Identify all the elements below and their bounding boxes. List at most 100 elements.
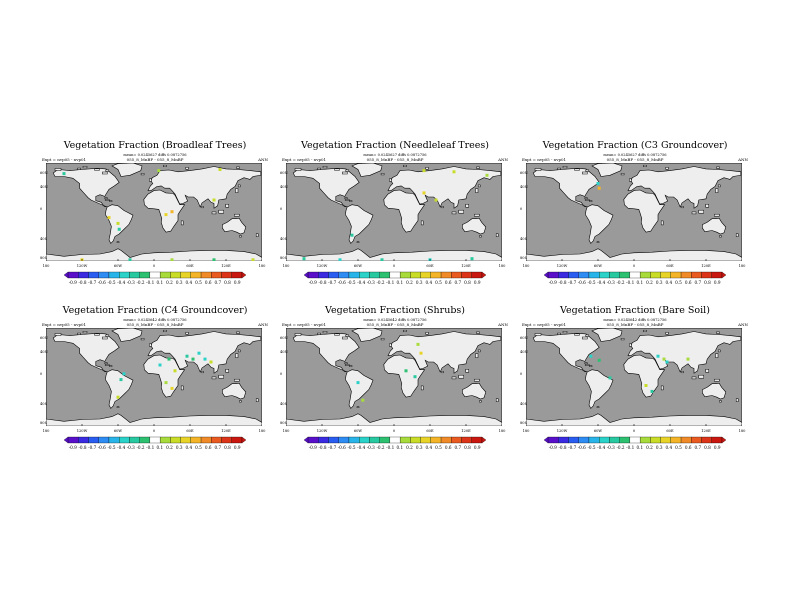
colorbar-swatch: [691, 436, 702, 444]
colorbar-label: -0.1: [386, 445, 394, 450]
island-20: [239, 400, 242, 403]
colorbar-label: 0.6: [205, 445, 212, 450]
experiment-label: Expt = nvp05 - nvp01: [522, 157, 567, 162]
anomaly-cell: [116, 395, 120, 399]
land-mass-0: [52, 167, 120, 208]
colorbar-swatch: [200, 271, 212, 279]
island-0: [294, 168, 302, 171]
island-13: [451, 211, 457, 215]
map-plot: 60N 40N 0 40S 80S: [520, 328, 742, 426]
colorbar: -0.9 -0.8 -0.7 -0.6 -0.5 -0.4 -0.3 -0.2 -0.1 0.1 0…: [303, 436, 487, 450]
island-0: [534, 168, 542, 171]
land-mass-2: [585, 204, 614, 244]
colorbar-swatch: [129, 271, 140, 279]
lat-label: 40S: [40, 402, 48, 406]
colorbar-label: -0.2: [376, 280, 384, 285]
lon-label: 180: [258, 429, 266, 433]
colorbar-swatch: [609, 271, 620, 279]
lat-label: 60N: [520, 336, 528, 340]
colorbar-label: -0.6: [98, 445, 106, 450]
lon-label: 60E: [666, 429, 674, 433]
island-17: [441, 371, 444, 374]
colorbar-label: -0.4: [597, 280, 605, 285]
island-13: [451, 376, 457, 380]
colorbar-label: 0.7: [454, 445, 461, 450]
island-20: [479, 400, 482, 403]
colorbar-swatch: [588, 436, 600, 444]
land-mass-2: [345, 369, 374, 409]
lon-label: 180: [498, 264, 506, 268]
colorbar-swatch: [629, 271, 641, 279]
anomaly-cell: [197, 351, 201, 355]
island-6: [380, 173, 385, 176]
lat-label: 40S: [280, 237, 288, 241]
colorbar-swatch: [108, 271, 120, 279]
island-20: [479, 235, 482, 238]
colorbar-swatch: [328, 271, 339, 279]
colorbar-swatch: [568, 271, 579, 279]
lon-label: 180: [282, 429, 290, 433]
island-4: [345, 169, 349, 172]
world-map: [46, 163, 262, 261]
colorbar-label: -0.7: [88, 280, 96, 285]
colorbar-swatch: [680, 436, 692, 444]
island-22: [425, 167, 429, 170]
colorbar-label: -0.1: [626, 280, 634, 285]
land-mass-3: [627, 166, 742, 209]
anomaly-cell: [122, 372, 126, 376]
colorbar-label: -0.3: [607, 445, 615, 450]
colorbar-swatch: [98, 436, 110, 444]
island-0: [54, 168, 62, 171]
land-mass-6: [46, 248, 262, 261]
land-mass-2: [585, 369, 614, 409]
lon-label: 0: [632, 429, 636, 433]
colorbar-swatch: [159, 271, 171, 279]
experiment-label: Expt = nvp05 - nvp01: [522, 322, 567, 327]
colorbar-min-arrow: [543, 436, 549, 444]
colorbar-label: -0.8: [78, 445, 86, 450]
island-14: [705, 369, 709, 373]
colorbar-label: 0.1: [156, 445, 163, 450]
map-panel: Vegetation Fraction (C3 Groundcover) mea…: [520, 140, 750, 300]
world-map: [46, 328, 262, 426]
colorbar-swatch: [67, 271, 79, 279]
experiment-label: Expt = nvp05 - nvp01: [42, 157, 87, 162]
colorbar-label: 0.1: [636, 445, 643, 450]
island-19: [596, 406, 600, 408]
land-mass-5: [222, 382, 247, 400]
island-18: [255, 233, 259, 237]
island-6: [140, 338, 145, 341]
colorbar-label: 0.7: [694, 280, 701, 285]
colorbar-label: -0.1: [386, 280, 394, 285]
colorbar-label: -0.9: [69, 280, 77, 285]
colorbar-swatch: [547, 271, 559, 279]
colorbar-swatch: [190, 271, 202, 279]
colorbar-swatch: [558, 271, 569, 279]
anomaly-cell: [589, 354, 593, 358]
anomaly-cell: [157, 169, 161, 173]
colorbar-max-arrow: [241, 436, 247, 444]
island-16: [717, 184, 721, 188]
colorbar-label: 0.9: [714, 280, 721, 285]
colorbar-swatch: [108, 436, 120, 444]
colorbar-label: 0.4: [425, 445, 432, 450]
island-17: [441, 206, 444, 209]
island-12: [458, 209, 464, 214]
island-16: [717, 349, 721, 353]
island-7: [149, 343, 152, 347]
colorbar-label: -0.9: [309, 445, 317, 450]
colorbar-label: -0.3: [607, 280, 615, 285]
anomaly-cell: [665, 360, 669, 364]
map-plot: 60N 40N 0 40S 80S: [280, 163, 502, 261]
colorbar-label: -0.3: [367, 280, 375, 285]
lon-label: 180: [522, 429, 530, 433]
panel-title: Vegetation Fraction (Shrubs): [325, 305, 465, 316]
anomaly-cell: [422, 191, 426, 195]
lon-label: 120W: [556, 264, 568, 268]
island-4: [105, 169, 109, 172]
island-2: [334, 333, 340, 336]
island-8: [344, 364, 350, 366]
map-panel: Vegetation Fraction (Bare Soil) mean= 0.…: [520, 305, 750, 465]
lon-label: 180: [738, 429, 746, 433]
island-20: [719, 400, 722, 403]
